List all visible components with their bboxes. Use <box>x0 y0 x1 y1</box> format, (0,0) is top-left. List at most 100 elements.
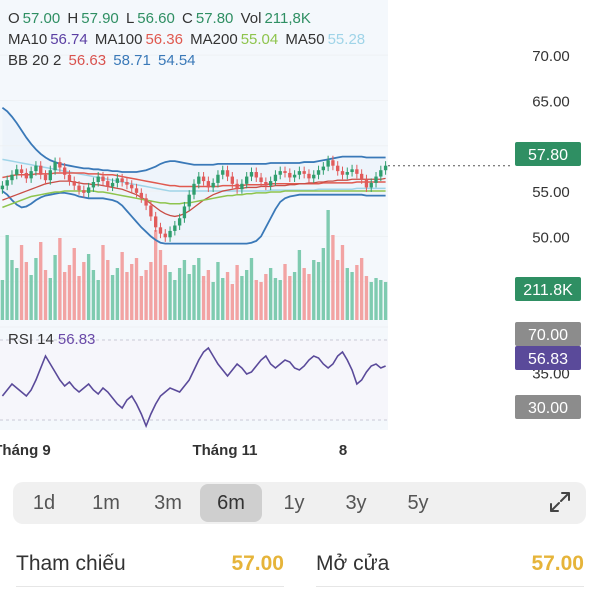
candle <box>292 174 297 178</box>
candle <box>201 176 206 182</box>
candle <box>125 182 129 185</box>
candle <box>268 181 273 186</box>
volume-bar <box>206 270 211 320</box>
ma200-value: 55.04 <box>240 31 279 48</box>
volume-bar <box>0 280 5 320</box>
candle <box>177 218 182 226</box>
candle <box>326 160 330 167</box>
ohlc-legend: O 57.00 H 57.90 L 56.60 C 57.80 Vol 211,8K MA… <box>8 8 368 71</box>
volume-bar <box>34 258 38 320</box>
volume-bar <box>240 276 244 320</box>
timeframe-1m[interactable]: 1m <box>92 491 120 514</box>
volume-bar <box>144 270 148 320</box>
volume-bar <box>182 260 187 320</box>
ma200-line <box>2 190 386 209</box>
bb-upper-value: 56.63 <box>68 52 107 69</box>
volume-bar <box>321 248 326 320</box>
volume-bar <box>106 260 110 320</box>
candle <box>336 165 340 172</box>
open-value: 57.00 <box>531 552 584 575</box>
timeframe-3m[interactable]: 3m <box>154 491 182 514</box>
candle <box>168 230 172 238</box>
candle <box>163 233 167 238</box>
volume-bar <box>125 272 129 320</box>
stats-section: Tham chiếu 57.00 Mở cửa 57.00 <box>0 540 600 600</box>
expand-icon[interactable] <box>548 490 572 514</box>
volume-bar <box>67 265 72 320</box>
candle <box>254 172 258 178</box>
volume-bar <box>110 275 115 320</box>
candle <box>340 171 345 175</box>
candle <box>192 183 196 195</box>
ma10-label: MA10 <box>8 31 48 48</box>
rsi-upper-badge-bg <box>515 322 581 346</box>
volume-bar <box>53 255 57 320</box>
candle <box>24 172 29 179</box>
x-tick-label: Tháng 9 <box>0 442 51 459</box>
candle <box>369 182 373 188</box>
volume-bar <box>326 210 330 320</box>
price-chart[interactable]: 70.0065.0060.0055.0050.0045.0040.0035.00… <box>0 0 600 470</box>
volume-bar <box>283 264 287 320</box>
rsi-value-badge-bg <box>515 346 581 370</box>
reference-value: 57.00 <box>231 552 284 575</box>
candle <box>15 169 19 175</box>
candle <box>86 187 91 193</box>
candle <box>58 162 62 168</box>
volume-bar <box>288 276 292 320</box>
volume-bar <box>154 230 158 320</box>
volume-bar <box>245 270 249 320</box>
candle <box>96 176 100 182</box>
bb-middle-value: 58.71 <box>113 52 151 69</box>
candle <box>110 182 115 187</box>
volume-bar <box>259 282 263 320</box>
volume-bar <box>316 262 321 320</box>
volume-badge: 211.8K <box>523 282 573 299</box>
timeframe-3y[interactable]: 3y <box>345 491 367 514</box>
timeframe-6m[interactable]: 6m <box>200 484 262 522</box>
bb-label: BB 20 2 <box>8 52 62 69</box>
open-label: O <box>8 10 20 27</box>
volume-bar <box>29 275 33 320</box>
x-tick-label: 8 <box>339 442 347 459</box>
candle <box>283 171 287 173</box>
timeframe-1d[interactable]: 1d <box>32 491 56 514</box>
candle <box>5 180 9 186</box>
x-tick-label: Tháng 11 <box>192 442 257 459</box>
volume-bar <box>254 280 258 320</box>
volume-value: 211,8K <box>264 10 311 27</box>
candle <box>53 162 57 171</box>
candle <box>77 185 81 191</box>
candle <box>48 170 52 181</box>
candle <box>312 174 316 179</box>
y-tick-label: 55.00 <box>532 184 570 201</box>
timeframe-1y[interactable]: 1y <box>283 491 305 514</box>
candle <box>221 170 225 175</box>
volume-bar <box>5 235 9 320</box>
volume-bar <box>158 250 163 320</box>
candle <box>211 182 215 188</box>
candle <box>355 169 359 174</box>
candle <box>0 185 5 190</box>
candle <box>158 227 163 234</box>
volume-bar <box>24 262 29 320</box>
volume-bar <box>39 242 43 320</box>
divider <box>16 586 284 587</box>
volume-bar <box>302 268 306 320</box>
timeframe-5y[interactable]: 5y <box>407 491 429 514</box>
volume-bar <box>331 235 335 320</box>
volume-bar <box>312 260 316 320</box>
volume-bar <box>130 264 134 320</box>
volume-bar <box>19 245 24 320</box>
volume-bar <box>249 258 254 320</box>
volume-bar <box>77 276 81 320</box>
candle <box>249 172 254 177</box>
candle <box>206 181 211 188</box>
ma50-label: MA50 <box>285 31 325 48</box>
volume-bar <box>350 272 354 320</box>
candle <box>106 181 110 187</box>
candle <box>264 182 268 186</box>
open-value: 57.00 <box>22 10 61 27</box>
volume-bar <box>278 280 282 320</box>
volume-bar <box>374 278 378 320</box>
